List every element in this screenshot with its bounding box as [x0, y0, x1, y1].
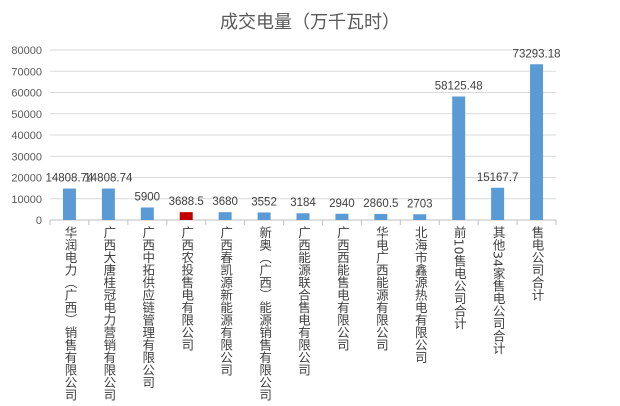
- data-label: 3688.5: [169, 196, 204, 208]
- bar: [452, 96, 466, 220]
- data-label: 14808.74: [45, 173, 94, 185]
- bar: [491, 187, 505, 220]
- data-label: 2860.5: [363, 198, 398, 210]
- bar: [140, 207, 154, 220]
- x-tick-label: 前10售电公司合计: [451, 226, 467, 330]
- bar: [335, 213, 349, 220]
- x-tick-label: 华电广西能源有限公司: [373, 226, 389, 351]
- bar: [374, 213, 388, 220]
- y-tick-label: 20000: [11, 173, 42, 185]
- x-tick-label: 华润电力（广西）销售有限公司: [62, 226, 78, 401]
- bar: [101, 188, 115, 220]
- data-label: 73293.18: [513, 48, 561, 60]
- y-tick-label: 70000: [11, 66, 42, 78]
- x-tick-label: 广西春凯源新能源有限公司: [218, 226, 234, 376]
- x-tick-label: 其他34家售电公司合计: [490, 226, 506, 355]
- data-label: 15167.7: [477, 172, 519, 184]
- y-tick-label: 60000: [11, 88, 42, 100]
- y-tick-label: 10000: [11, 194, 42, 206]
- bar: [62, 188, 76, 220]
- bar: [296, 213, 310, 220]
- chart-title: 成交电量（万千瓦时）: [220, 12, 400, 33]
- x-tick-label: 广西能源联合售电有限公司: [296, 226, 311, 376]
- y-tick-label: 40000: [11, 130, 42, 142]
- bar: [218, 212, 232, 220]
- bar: [179, 212, 193, 220]
- data-label: 2940: [329, 198, 355, 210]
- y-tick-label: 0: [36, 215, 42, 227]
- x-tick-label: 售电公司合计: [529, 226, 545, 301]
- data-label: 5900: [135, 191, 161, 203]
- y-tick-label: 30000: [11, 151, 42, 163]
- x-tick-label: 广西中拓供应链管理有限公司: [140, 226, 156, 389]
- bar: [413, 214, 427, 220]
- bar: [257, 212, 271, 220]
- x-tick-label: 广西农投售电有限公司: [179, 226, 195, 351]
- data-label: 2703: [407, 198, 433, 210]
- x-tick-label: 广西大唐桂冠电力营销有限公司: [101, 226, 117, 401]
- data-label: 14808.74: [84, 173, 133, 185]
- data-label: 58125.48: [435, 80, 483, 92]
- x-tick-label: 新奥（广西）能源销售有限公司: [257, 226, 273, 401]
- y-tick-label: 50000: [11, 109, 42, 121]
- data-label: 3680: [212, 196, 238, 208]
- data-label: 3184: [290, 197, 316, 209]
- data-label: 3552: [251, 196, 277, 208]
- x-tick-label: 广西西能售电有限公司: [334, 226, 350, 351]
- x-tick-label: 北海市鑫源热电有限公司: [412, 226, 428, 364]
- y-tick-label: 80000: [11, 45, 42, 57]
- bar: [530, 64, 544, 221]
